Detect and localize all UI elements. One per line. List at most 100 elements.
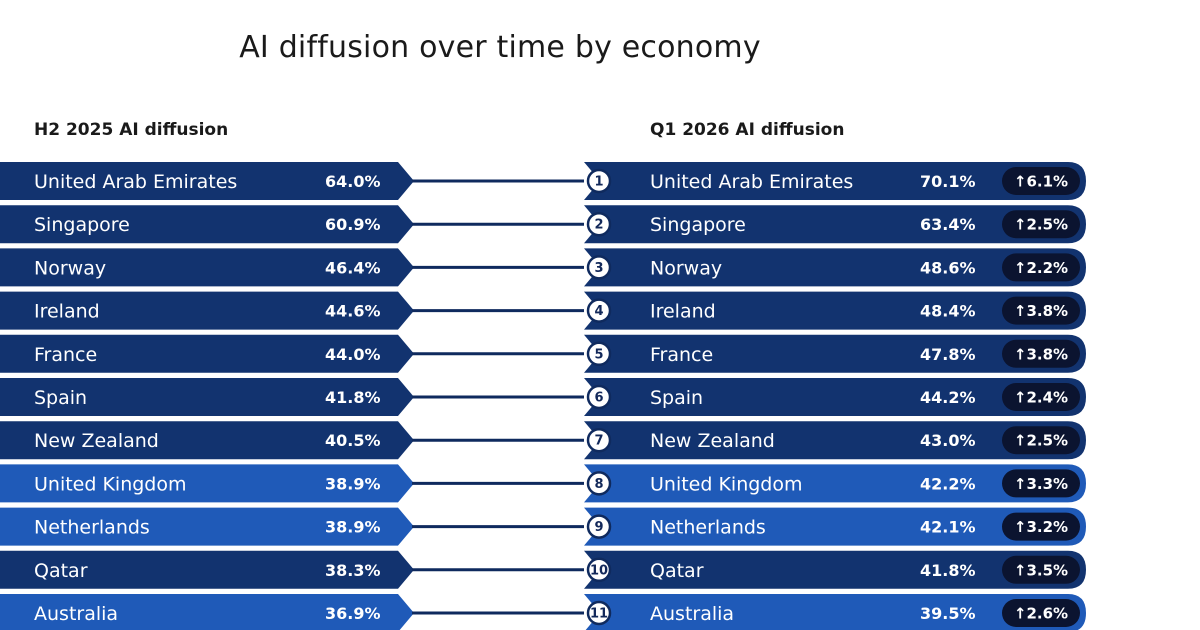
left-bar	[0, 291, 414, 330]
right-economy-label: Netherlands	[650, 517, 766, 539]
right-bar	[584, 464, 1086, 503]
left-value-label: 38.9%	[325, 518, 381, 537]
left-economy-label: France	[34, 344, 97, 366]
change-label: ↑3.5%	[1014, 561, 1068, 579]
right-bar	[584, 507, 1086, 546]
left-bar	[0, 464, 414, 503]
left-bar	[0, 594, 414, 630]
change-pill	[1002, 296, 1080, 325]
rank-badge	[586, 298, 612, 323]
left-value-label: 41.8%	[325, 388, 381, 407]
change-label: ↑3.3%	[1014, 475, 1068, 493]
right-economy-label: Qatar	[650, 560, 704, 582]
right-value-label: 47.8%	[920, 345, 976, 364]
rank-number: 10	[590, 563, 608, 578]
right-bar	[584, 594, 1086, 630]
left-economy-label: Singapore	[34, 214, 130, 236]
rank-badge	[586, 384, 612, 410]
rank-number: 2	[594, 218, 603, 233]
right-economy-label: United Arab Emirates	[650, 171, 853, 193]
right-value-label: 63.4%	[920, 215, 976, 234]
change-pill	[1002, 555, 1080, 584]
right-value-label: 39.5%	[920, 604, 976, 623]
change-pill	[1002, 210, 1080, 239]
right-bar	[584, 378, 1086, 416]
rank-number: 8	[594, 477, 603, 492]
right-bar	[584, 162, 1086, 200]
right-economy-label: France	[650, 344, 713, 366]
right-bar	[584, 205, 1086, 244]
rank-badge	[586, 514, 612, 539]
right-bar	[584, 550, 1086, 589]
left-column-heading: H2 2025 AI diffusion	[34, 120, 229, 140]
right-economy-label: Australia	[650, 603, 734, 625]
right-economy-label: Singapore	[650, 214, 746, 236]
left-economy-label: Australia	[34, 603, 118, 625]
left-value-label: 38.3%	[325, 561, 381, 580]
right-economy-label: United Kingdom	[650, 473, 803, 495]
change-label: ↑2.5%	[1014, 432, 1068, 450]
rank-badge	[586, 557, 612, 583]
rank-badge	[586, 427, 612, 453]
left-bar	[0, 378, 414, 416]
right-value-label: 41.8%	[920, 561, 976, 580]
left-economy-label: Norway	[34, 257, 106, 279]
left-bar	[0, 550, 414, 589]
right-value-label: 43.0%	[920, 431, 976, 450]
change-label: ↑6.1%	[1014, 173, 1068, 191]
change-pill	[1002, 339, 1080, 368]
right-bar	[584, 248, 1086, 287]
left-value-label: 38.9%	[325, 474, 381, 493]
change-label: ↑3.8%	[1014, 345, 1068, 363]
left-economy-label: United Arab Emirates	[34, 171, 237, 193]
change-pill	[1002, 167, 1080, 195]
right-bar	[584, 421, 1086, 460]
left-bar	[0, 162, 414, 200]
left-economy-label: Spain	[34, 387, 87, 409]
left-value-label: 60.9%	[325, 215, 381, 234]
change-label: ↑3.8%	[1014, 302, 1068, 320]
left-value-label: 40.5%	[325, 431, 381, 450]
right-economy-label: Ireland	[650, 301, 716, 323]
right-value-label: 42.1%	[920, 518, 976, 537]
change-label: ↑3.2%	[1014, 518, 1068, 536]
change-label: ↑2.5%	[1014, 216, 1068, 234]
left-economy-label: Qatar	[34, 560, 88, 582]
left-bar	[0, 507, 414, 546]
right-economy-label: New Zealand	[650, 430, 775, 452]
rank-number: 11	[590, 607, 608, 622]
rank-badge	[586, 255, 612, 280]
right-economy-label: Spain	[650, 387, 703, 409]
left-economy-label: Netherlands	[34, 517, 150, 539]
left-bar	[0, 248, 414, 287]
right-column-heading: Q1 2026 AI diffusion	[650, 120, 845, 140]
left-economy-label: Ireland	[34, 301, 100, 323]
right-economy-label: Norway	[650, 257, 722, 279]
rank-number: 9	[594, 520, 603, 535]
left-bar	[0, 334, 414, 373]
rank-number: 4	[594, 304, 603, 319]
rank-number: 3	[594, 261, 603, 276]
right-value-label: 42.2%	[920, 474, 976, 493]
rank-badge	[586, 471, 612, 496]
left-value-label: 44.6%	[325, 302, 381, 321]
right-bar	[584, 291, 1086, 330]
right-value-label: 48.6%	[920, 258, 976, 277]
change-pill	[1002, 599, 1080, 627]
rank-badge	[586, 211, 612, 237]
left-bar	[0, 421, 414, 460]
change-label: ↑2.2%	[1014, 259, 1068, 277]
rank-badge	[586, 600, 612, 626]
right-value-label: 48.4%	[920, 302, 976, 321]
left-value-label: 64.0%	[325, 172, 381, 191]
change-pill	[1002, 383, 1080, 411]
change-label: ↑2.4%	[1014, 389, 1068, 407]
left-economy-label: New Zealand	[34, 430, 159, 452]
rank-badge	[586, 341, 612, 367]
left-economy-label: United Kingdom	[34, 473, 187, 495]
left-value-label: 44.0%	[325, 345, 381, 364]
change-pill	[1002, 426, 1080, 455]
change-pill	[1002, 253, 1080, 282]
change-pill	[1002, 512, 1080, 541]
